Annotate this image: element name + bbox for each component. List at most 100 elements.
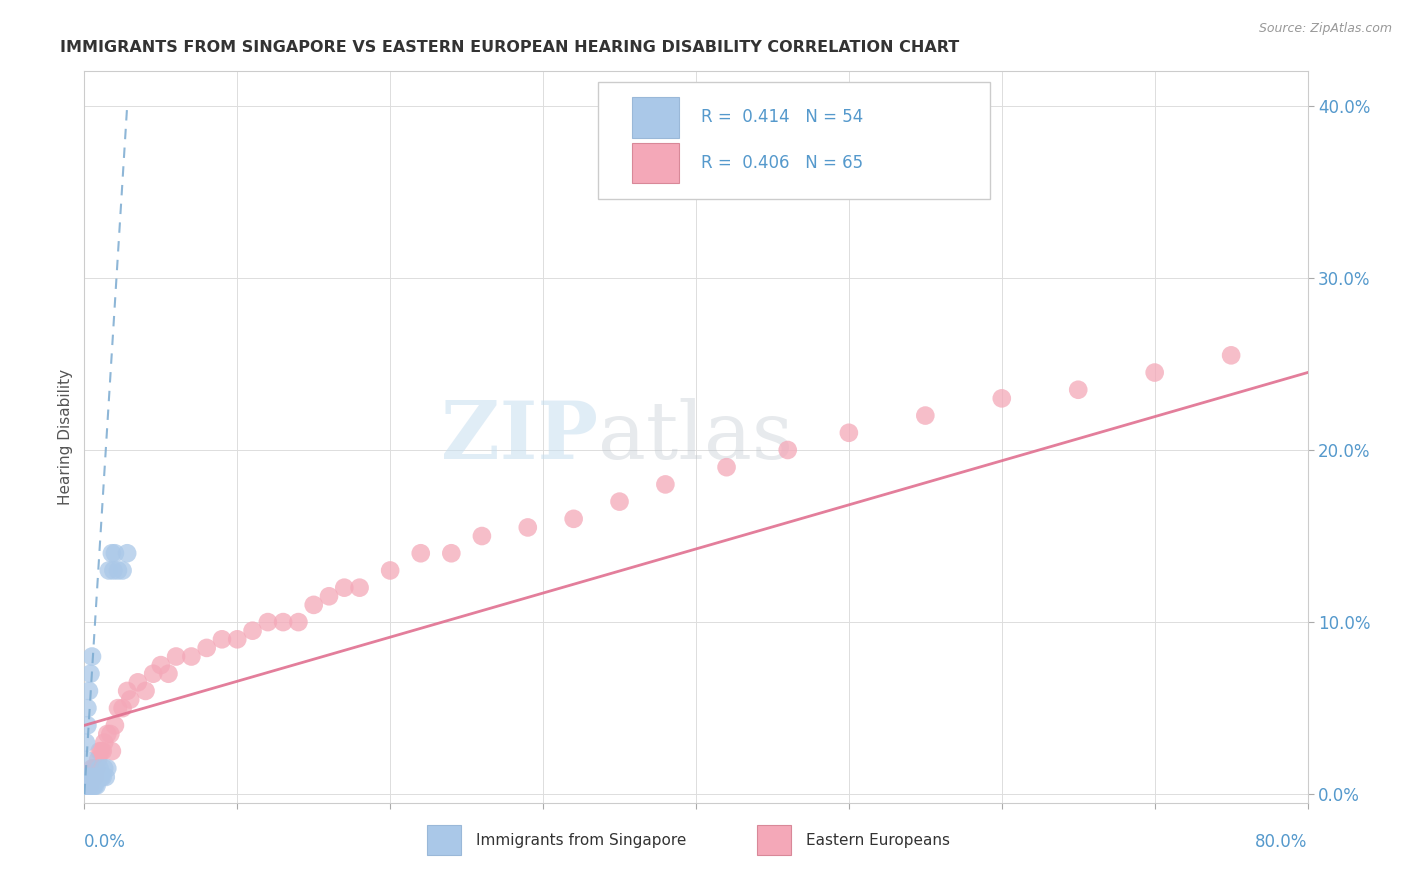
Point <box>89 761 111 775</box>
Point <box>86 770 108 784</box>
Point <box>76 770 98 784</box>
Text: atlas: atlas <box>598 398 793 476</box>
Point <box>98 727 121 741</box>
Point <box>96 761 118 775</box>
Point <box>195 640 218 655</box>
Point <box>89 744 111 758</box>
Point <box>77 779 100 793</box>
Point <box>107 701 129 715</box>
Bar <box>427 825 461 855</box>
Point <box>257 615 280 629</box>
Text: R =  0.406   N = 65: R = 0.406 N = 65 <box>700 153 863 172</box>
Point <box>107 564 129 578</box>
Point <box>302 598 325 612</box>
Point <box>271 615 294 629</box>
Point <box>562 512 585 526</box>
Point <box>87 770 110 784</box>
Point <box>86 779 108 793</box>
Point <box>142 666 165 681</box>
Point <box>111 701 134 715</box>
Point <box>79 666 101 681</box>
Point <box>165 649 187 664</box>
Point <box>80 779 103 793</box>
FancyBboxPatch shape <box>598 82 990 200</box>
Point <box>1220 348 1243 362</box>
Point <box>77 779 100 793</box>
Point <box>75 779 97 793</box>
Point <box>914 409 936 423</box>
Point <box>80 649 103 664</box>
Point <box>77 779 100 793</box>
Text: ZIP: ZIP <box>441 398 598 476</box>
Point <box>75 779 97 793</box>
Point <box>84 779 107 793</box>
Point <box>89 770 111 784</box>
Text: Immigrants from Singapore: Immigrants from Singapore <box>475 832 686 847</box>
Point <box>76 701 98 715</box>
Point <box>76 779 98 793</box>
Point <box>991 392 1014 406</box>
Point <box>87 753 110 767</box>
Point <box>83 770 105 784</box>
Point <box>101 744 124 758</box>
Point <box>84 770 107 784</box>
Point <box>180 649 202 664</box>
Point <box>776 442 799 457</box>
Point <box>120 692 142 706</box>
Point <box>90 770 112 784</box>
Point <box>80 770 103 784</box>
Point <box>409 546 432 560</box>
Point <box>77 770 100 784</box>
Point <box>77 770 100 784</box>
Point <box>211 632 233 647</box>
Point <box>75 753 97 767</box>
Point <box>79 779 101 793</box>
Point <box>76 779 98 793</box>
Point <box>76 779 98 793</box>
Point <box>349 581 371 595</box>
Point <box>77 779 100 793</box>
Point <box>75 779 97 793</box>
Point <box>77 779 100 793</box>
Point <box>380 564 402 578</box>
Point <box>77 684 100 698</box>
Point <box>83 770 105 784</box>
Point <box>103 564 125 578</box>
Point <box>157 666 180 681</box>
Point <box>75 779 97 793</box>
Point <box>79 779 101 793</box>
Bar <box>633 97 679 137</box>
Point <box>77 770 100 784</box>
Point <box>83 779 105 793</box>
Point <box>79 770 101 784</box>
Point <box>516 520 538 534</box>
Point <box>80 761 103 775</box>
Point <box>76 779 98 793</box>
Point <box>93 761 115 775</box>
Point <box>1143 366 1166 380</box>
Point <box>76 770 98 784</box>
Point <box>76 779 98 793</box>
Text: Source: ZipAtlas.com: Source: ZipAtlas.com <box>1258 22 1392 36</box>
Point <box>91 770 114 784</box>
Point <box>75 779 97 793</box>
Point <box>80 779 103 793</box>
Point <box>716 460 738 475</box>
Point <box>654 477 676 491</box>
Point <box>226 632 249 647</box>
Point <box>318 589 340 603</box>
Point <box>135 684 157 698</box>
Point <box>83 761 105 775</box>
Point <box>76 718 98 732</box>
Point <box>242 624 264 638</box>
Point <box>101 546 124 560</box>
Text: 80.0%: 80.0% <box>1256 833 1308 851</box>
Point <box>104 718 127 732</box>
Bar <box>758 825 792 855</box>
Point <box>127 675 149 690</box>
Point <box>80 770 103 784</box>
Text: R =  0.414   N = 54: R = 0.414 N = 54 <box>700 109 863 127</box>
Point <box>838 425 860 440</box>
Point <box>76 779 98 793</box>
Point <box>76 779 98 793</box>
